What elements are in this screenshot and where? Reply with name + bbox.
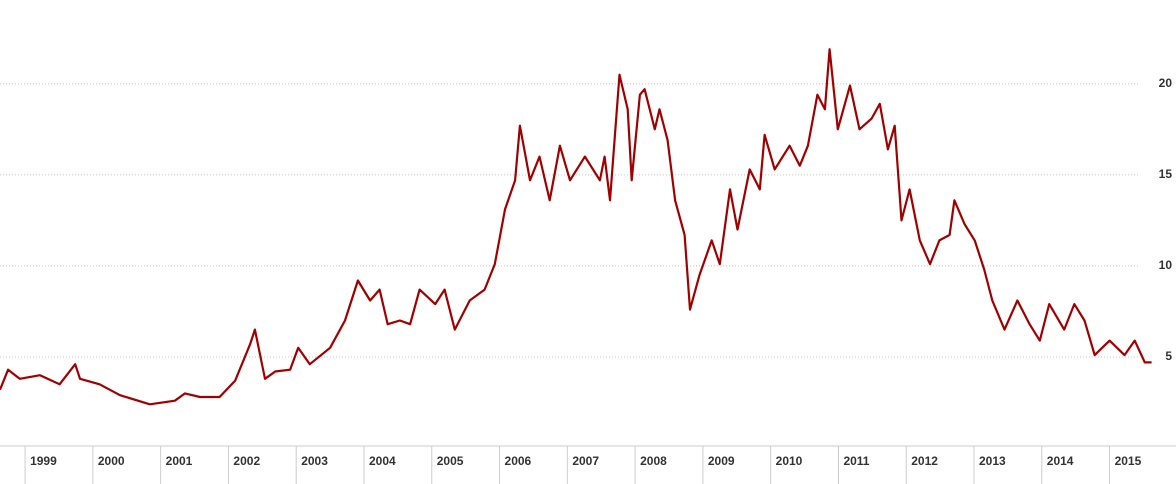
- y-tick-label: 20: [1159, 76, 1173, 90]
- y-tick-label: 10: [1159, 258, 1173, 272]
- x-tick-label: 2012: [911, 454, 938, 468]
- x-tick-label: 2001: [166, 454, 193, 468]
- x-tick-label: 2004: [369, 454, 396, 468]
- x-tick-label: 2000: [98, 454, 125, 468]
- x-tick-label: 2007: [572, 454, 599, 468]
- x-tick-label: 2014: [1047, 454, 1074, 468]
- price-line: [0, 48, 1152, 406]
- x-tick-label: 2002: [233, 454, 260, 468]
- x-tick-label: 2010: [776, 454, 803, 468]
- x-tick-label: 2008: [640, 454, 667, 468]
- y-tick-label: 15: [1159, 167, 1173, 181]
- x-tick-label: 2009: [708, 454, 735, 468]
- x-tick-label: 2013: [979, 454, 1006, 468]
- x-tick-label: 2005: [437, 454, 464, 468]
- x-tick-label: 1999: [30, 454, 57, 468]
- x-tick-label: 2015: [1115, 454, 1142, 468]
- y-tick-label: 5: [1165, 349, 1172, 363]
- x-tick-label: 2006: [505, 454, 532, 468]
- x-tick-label: 2003: [301, 454, 328, 468]
- x-tick-label: 2011: [843, 454, 869, 468]
